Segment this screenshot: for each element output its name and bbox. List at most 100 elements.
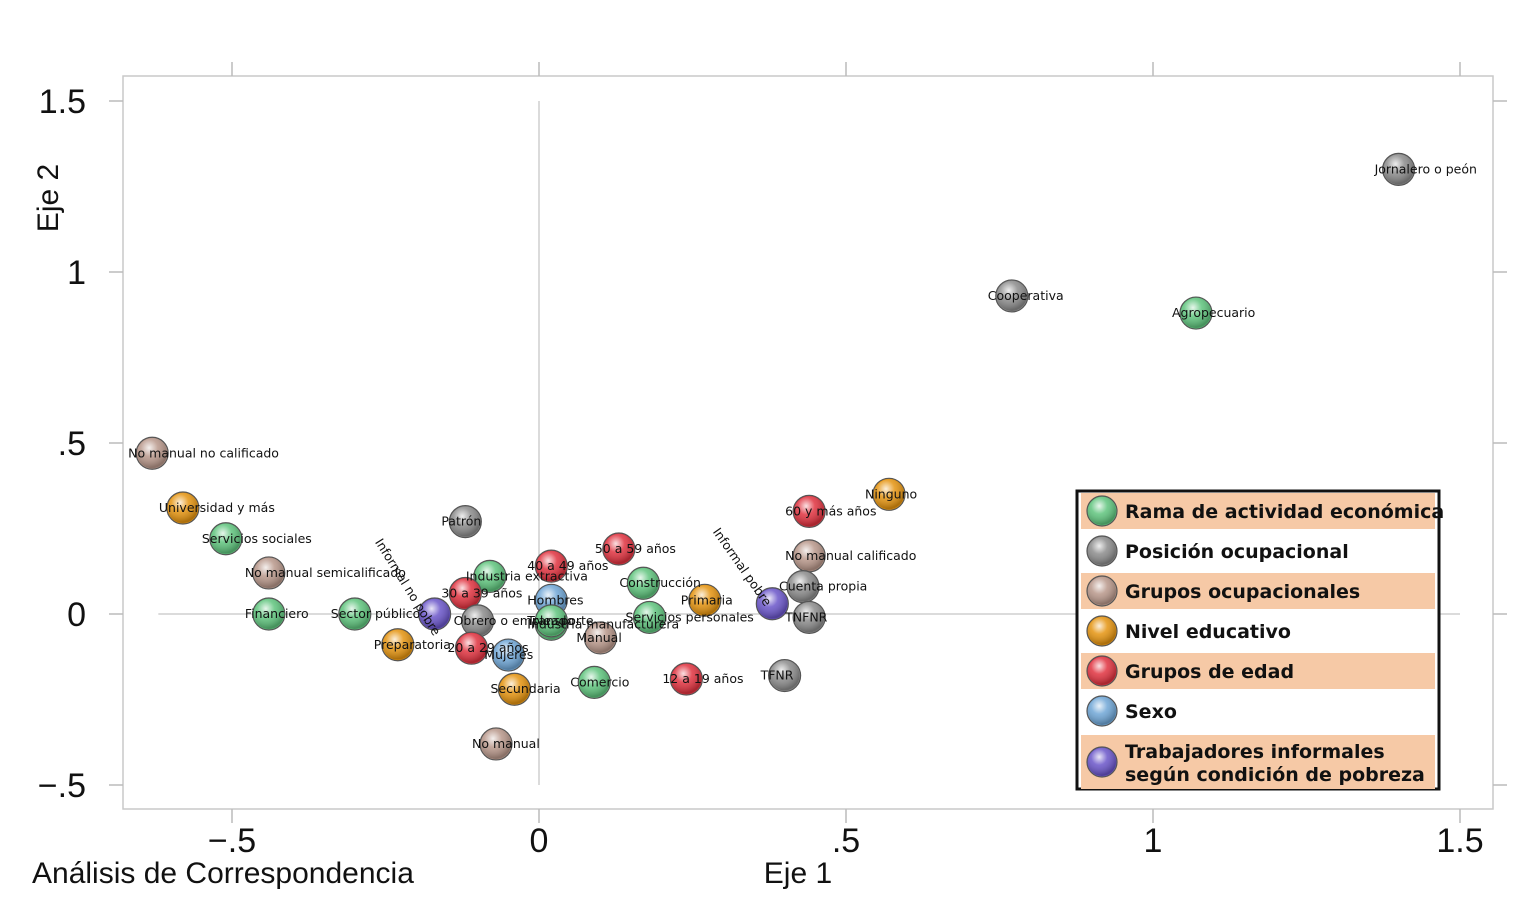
y-tick-label: 1.5 [39,83,86,121]
point-label: Obrero o empleado [454,613,575,628]
legend-item: Posición ocupacional [1086,535,1349,567]
data-point [491,638,525,672]
point-label: Cuenta propia [779,579,867,594]
data-point [1381,152,1416,186]
point-shine [450,506,481,537]
data-point [473,559,507,593]
point-label: TNFNR [784,609,828,624]
data-point [995,279,1029,313]
y-tick-label: 1 [67,254,86,292]
data-points [135,152,1416,761]
point-label: Sector público [331,606,420,621]
point-shine [794,540,825,571]
point-shine [1180,298,1211,329]
point-label: No manual calificado [785,548,916,563]
data-point [461,604,495,638]
data-point [252,556,286,590]
point-shine [474,561,505,592]
tick-marks [109,62,1507,823]
point-shine [253,557,284,588]
point-label: 20 a 29 años [447,640,528,655]
point-label: Secundaria [490,681,560,696]
data-point [1179,296,1213,330]
legend-swatch-shine [1088,748,1116,776]
data-point [166,491,200,525]
point-shine [456,633,487,664]
legend-item: Grupos ocupacionales [1081,573,1435,609]
legend-item: Sexo [1086,695,1177,727]
legend: Rama de actividad económica Posición ocup… [1075,489,1444,791]
data-point [338,597,372,631]
point-label: 60 y más años [785,503,876,518]
data-point [792,494,826,528]
y-tick-label: 0 [67,596,86,634]
data-point [381,628,415,662]
point-label: Financiero [245,606,309,621]
data-point [669,662,703,696]
data-point [792,600,826,635]
point-label: Agropecuario [1172,305,1255,320]
point-shine [996,280,1027,311]
data-point [792,539,826,573]
point-shine [1383,154,1414,185]
point-shine [167,492,198,523]
point-shine [339,599,370,629]
legend-item: Rama de actividad económica [1081,493,1444,529]
point-shine [536,605,567,636]
x-tick-label: .5 [832,822,860,860]
legend-item: Nivel educativo [1086,615,1291,647]
point-shine [210,523,241,554]
point-label: Mujeres [484,647,533,662]
data-point [534,549,568,583]
data-point [135,436,169,470]
point-label: TFNR [760,668,794,683]
point-shine [689,585,720,616]
point-label: Patrón [441,514,481,529]
data-point [583,621,618,655]
x-tick-label: 1 [1144,822,1163,860]
data-point [688,583,722,617]
point-labels: Jornalero o peón Cooperativa Agropecuario N… [128,161,1477,751]
legend-label: Grupos ocupacionales [1125,581,1360,603]
point-label: No manual no calificado [128,445,279,460]
x-tick-label: 0 [530,822,549,860]
point-shine [671,663,702,694]
point-shine [628,568,659,599]
point-label: Comercio [570,674,629,689]
point-shine [462,605,493,636]
legend-label-line: según condición de pobreza [1125,764,1425,786]
point-label: Preparatoria [374,637,451,652]
legend-swatch-shine [1088,537,1116,565]
point-label: Hombres [527,592,583,607]
x-tick-label: 1.5 [1436,822,1483,860]
data-point [534,604,568,638]
point-shine [137,438,168,469]
point-shine [536,551,567,582]
data-point [209,522,243,556]
point-shine [788,571,819,602]
point-shine [769,660,800,691]
point-shine [493,640,524,671]
point-label: Construcción [619,575,701,590]
point-shine [634,602,665,633]
legend-swatch-shine [1088,697,1116,725]
data-point [418,597,452,631]
point-label: 50 a 59 años [595,541,676,556]
point-shine [382,629,413,660]
legend-label: Trabajadores informales según condición d… [1125,741,1425,786]
legend-label: Rama de actividad económica [1125,501,1444,523]
y-axis-title: Eje 2 [32,164,65,232]
data-point [577,665,611,700]
point-label: 30 a 39 años [441,585,522,600]
point-label: 40 a 49 años [527,558,608,573]
point-label: Jornalero o peón [1374,161,1477,176]
legend-swatch-shine [1088,497,1116,525]
point-shine [873,479,904,510]
data-point [497,672,532,706]
chart-caption: Análisis de Correspondencia [32,857,414,890]
data-point [767,658,802,693]
point-label: Manual [576,630,621,645]
point-label: Industria manufacturera [527,616,679,631]
point-label: Cooperativa [988,288,1064,303]
